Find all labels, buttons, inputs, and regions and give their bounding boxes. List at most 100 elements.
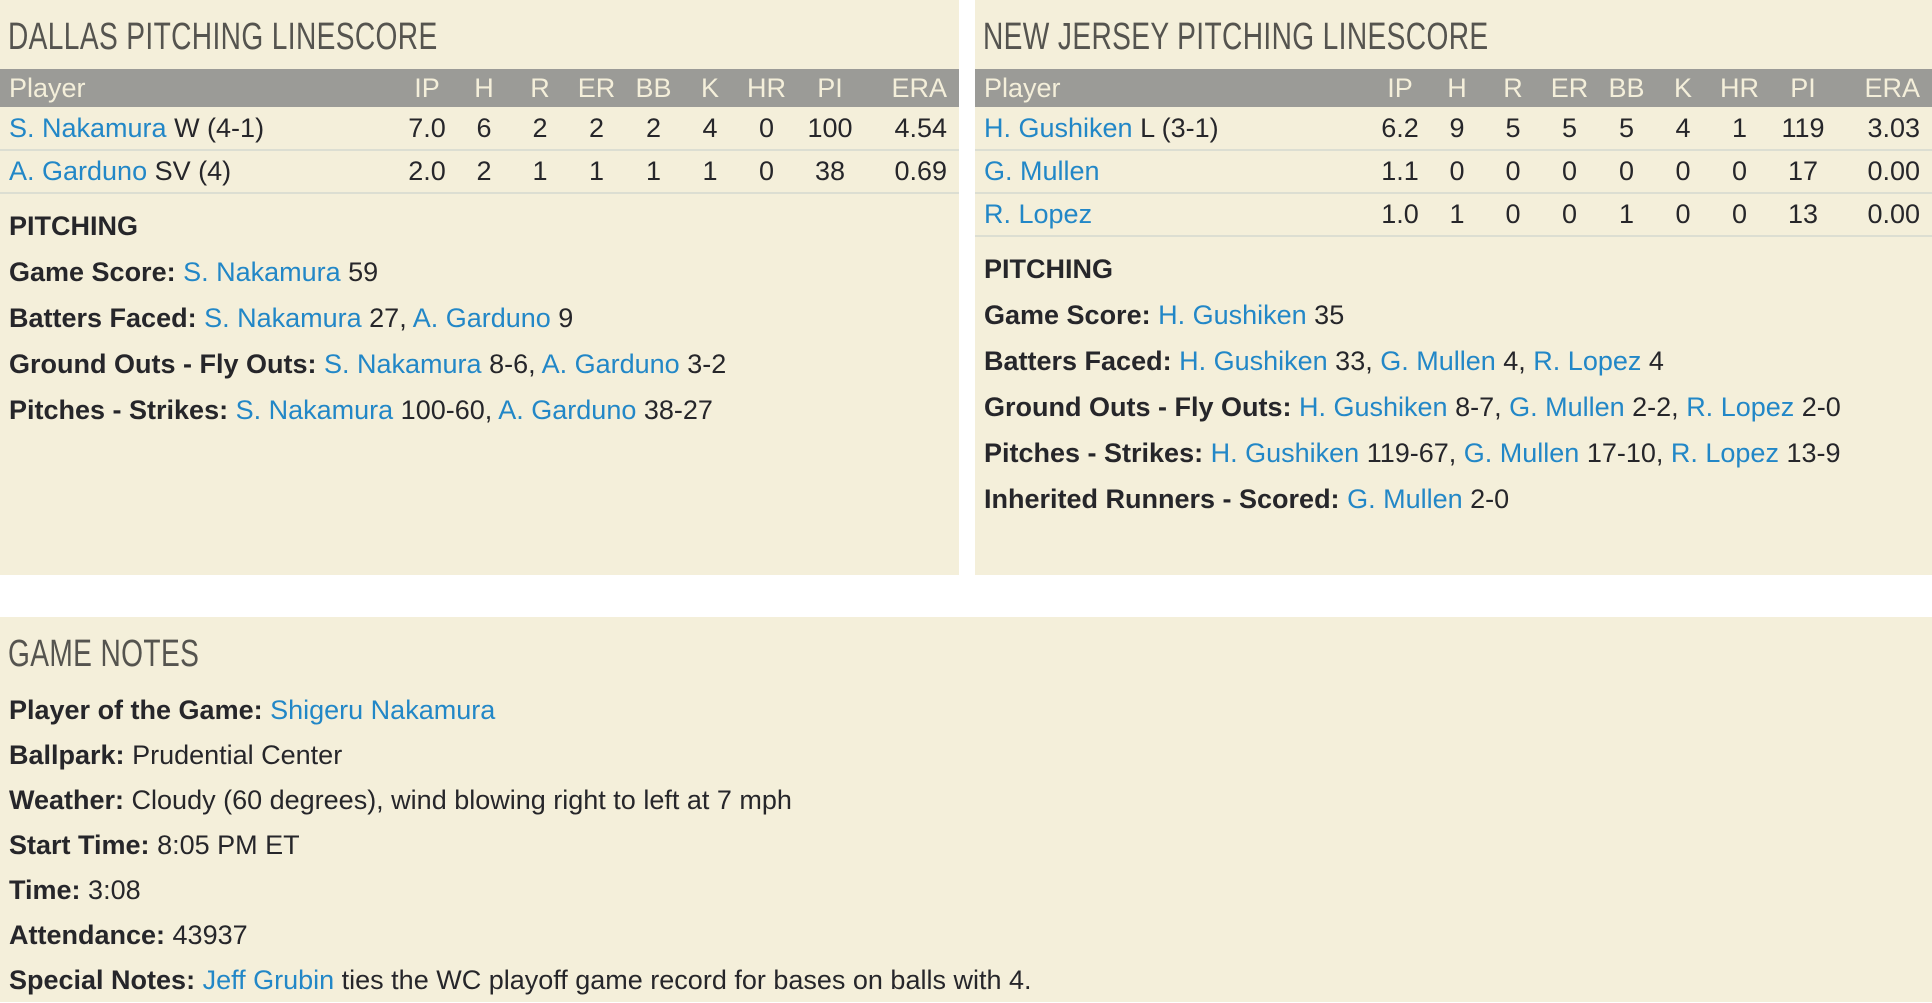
note-label: Time: [9, 875, 81, 905]
stat-cell-pi: 13 [1768, 193, 1838, 237]
stat-cell-h: 0 [1429, 150, 1485, 194]
player-link[interactable]: H. Gushiken [1210, 438, 1360, 468]
column-header-pi: PI [795, 69, 865, 107]
player-link[interactable]: S. Nakamura [183, 257, 341, 287]
pitcher-cell: S. Nakamura W (4-1) [0, 107, 398, 151]
game-notes-title: GAME NOTES [0, 619, 1932, 684]
stat-cell-k: 0 [1655, 193, 1711, 237]
new-jersey-notes-lines: Game Score: H. Gushiken 35 Batters Faced:… [984, 292, 1932, 522]
stat-cell-pi: 100 [795, 107, 865, 151]
player-link[interactable]: H. Gushiken [1299, 392, 1448, 422]
dallas-pitching-notes: PITCHING Game Score: S. Nakamura 59 Batte… [0, 203, 959, 433]
stat-cell-er: 1 [568, 150, 625, 194]
stat-cell-h: 6 [456, 107, 512, 151]
pitcher-row: G. Mullen 1.1 0 0 0 0 0 0 17 0.00 [975, 150, 1932, 194]
column-header-h: H [456, 69, 512, 107]
stat-cell-er: 0 [1541, 150, 1598, 194]
player-link[interactable]: S. Nakamura [204, 303, 362, 333]
stat-cell-ip: 1.1 [1371, 150, 1429, 194]
note-line: Special Notes: Jeff Grubin ties the WC p… [9, 965, 1032, 995]
pitcher-cell: R. Lopez [975, 193, 1371, 237]
note-line: Game Score: H. Gushiken 35 [984, 300, 1345, 330]
note-line: Inherited Runners - Scored: G. Mullen 2-… [984, 484, 1510, 514]
stat-cell-bb: 1 [625, 150, 682, 194]
pitcher-link[interactable]: H. Gushiken [984, 112, 1133, 143]
table-header-row: Player IP H R ER BB K HR PI ERA [975, 69, 1932, 107]
note-line: Start Time: 8:05 PM ET [9, 830, 300, 860]
column-header-ip: IP [1371, 69, 1429, 107]
player-link[interactable]: G. Mullen [1509, 392, 1625, 422]
stat-cell-ip: 2.0 [398, 150, 456, 194]
stat-cell-bb: 2 [625, 107, 682, 151]
dallas-panel-title-text: DALLAS PITCHING LINESCORE [8, 16, 438, 58]
stat-cell-pi: 119 [1768, 107, 1838, 151]
pitcher-row: S. Nakamura W (4-1) 7.0 6 2 2 2 4 0 100 4.54 [0, 107, 959, 151]
pitching-section-heading: PITCHING [9, 211, 139, 241]
new-jersey-pitching-table: Player IP H R ER BB K HR PI ERA H. Gushiken L (3-… [975, 69, 1932, 237]
column-header-pi: PI [1768, 69, 1838, 107]
note-label: Start Time: [9, 830, 150, 860]
player-link[interactable]: A. Garduno [412, 303, 551, 333]
pitcher-row: A. Garduno SV (4) 2.0 2 1 1 1 1 0 38 0.69 [0, 150, 959, 194]
stat-cell-pi: 38 [795, 150, 865, 194]
pitcher-cell: A. Garduno SV (4) [0, 150, 398, 194]
stat-cell-er: 0 [1541, 193, 1598, 237]
note-label: Special Notes: [9, 965, 196, 995]
pitcher-link[interactable]: R. Lopez [984, 199, 1093, 229]
player-link[interactable]: Shigeru Nakamura [270, 695, 496, 725]
column-header-r: R [1485, 69, 1541, 107]
player-link[interactable]: S. Nakamura [235, 395, 394, 425]
stat-cell-r: 2 [512, 107, 568, 151]
player-link[interactable]: R. Lopez [1670, 438, 1779, 468]
pitcher-decision: L (3-1) [1132, 112, 1219, 143]
pitcher-cell: G. Mullen [975, 150, 1371, 194]
player-link[interactable]: R. Lopez [1686, 392, 1795, 422]
note-line: Game Score: S. Nakamura 59 [9, 257, 379, 287]
stat-cell-k: 1 [682, 150, 738, 194]
player-link[interactable]: G. Mullen [1347, 484, 1463, 514]
note-label: Weather: [9, 785, 125, 815]
stat-cell-era: 0.69 [865, 150, 959, 194]
player-link[interactable]: G. Mullen [1463, 438, 1580, 468]
stat-cell-r: 0 [1485, 150, 1541, 194]
note-label: Game Score: [984, 300, 1151, 330]
dallas-panel-title: DALLAS PITCHING LINESCORE [0, 0, 959, 69]
note-line: Batters Faced: H. Gushiken 33, G. Mullen… [984, 346, 1664, 376]
note-label: Pitches - Strikes: [984, 438, 1204, 468]
column-header-er: ER [1541, 69, 1598, 107]
note-label: Ballpark: [9, 740, 125, 770]
note-line: Ballpark: Prudential Center [9, 740, 343, 770]
column-header-r: R [512, 69, 568, 107]
pitcher-link[interactable]: G. Mullen [984, 156, 1100, 186]
stat-cell-bb: 0 [1598, 150, 1655, 194]
dallas-pitching-panel: DALLAS PITCHING LINESCORE Player IP H R ER BB… [0, 0, 959, 575]
player-link[interactable]: H. Gushiken [1179, 346, 1328, 376]
pitcher-link[interactable]: A. Garduno [9, 156, 148, 186]
stat-cell-er: 2 [568, 107, 625, 151]
column-header-bb: BB [1598, 69, 1655, 107]
column-header-er: ER [568, 69, 625, 107]
player-link[interactable]: G. Mullen [1380, 346, 1496, 376]
stat-cell-h: 9 [1429, 107, 1485, 151]
player-link[interactable]: H. Gushiken [1158, 300, 1307, 330]
stat-cell-hr: 0 [1711, 193, 1768, 237]
pitcher-link[interactable]: S. Nakamura [9, 112, 167, 143]
note-line: Pitches - Strikes: S. Nakamura 100-60, A… [9, 395, 713, 425]
stat-cell-hr: 0 [738, 150, 795, 194]
column-header-hr: HR [1711, 69, 1768, 107]
dallas-pitching-table: Player IP H R ER BB K HR PI ERA S. Nakamura W (4-… [0, 69, 959, 194]
stat-cell-bb: 1 [1598, 193, 1655, 237]
pitcher-row: R. Lopez 1.0 1 0 0 1 0 0 13 0.00 [975, 193, 1932, 237]
column-header-era: ERA [865, 69, 959, 107]
pitching-section-heading: PITCHING [984, 254, 1114, 284]
player-link[interactable]: R. Lopez [1533, 346, 1642, 376]
player-link[interactable]: A. Garduno [541, 349, 680, 379]
note-line: Player of the Game: Shigeru Nakamura [9, 688, 1932, 733]
player-link[interactable]: A. Garduno [498, 395, 637, 425]
stat-cell-bb: 5 [1598, 107, 1655, 151]
stat-cell-h: 2 [456, 150, 512, 194]
player-link[interactable]: S. Nakamura [324, 349, 482, 379]
player-link[interactable]: Jeff Grubin [202, 965, 335, 995]
pitcher-decision: SV (4) [147, 156, 232, 186]
stat-cell-r: 1 [512, 150, 568, 194]
